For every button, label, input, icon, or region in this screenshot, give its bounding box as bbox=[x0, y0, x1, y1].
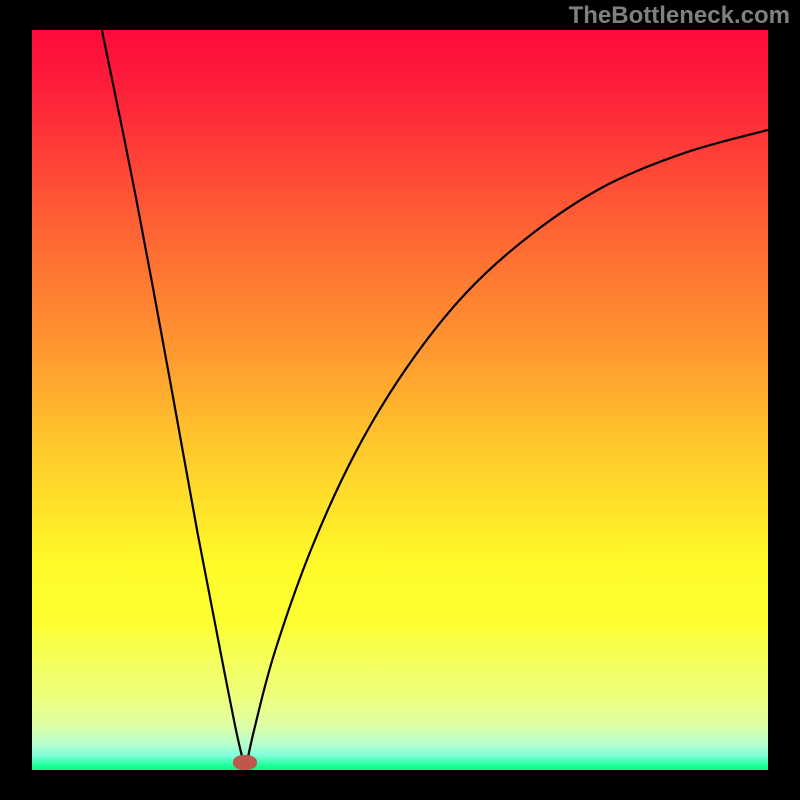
chart-container: TheBottleneck.com bbox=[0, 0, 800, 800]
bottleneck-curve bbox=[0, 0, 800, 800]
curve-left-arm bbox=[102, 30, 246, 770]
curve-right-arm bbox=[245, 130, 768, 770]
optimal-point-marker bbox=[233, 755, 257, 770]
